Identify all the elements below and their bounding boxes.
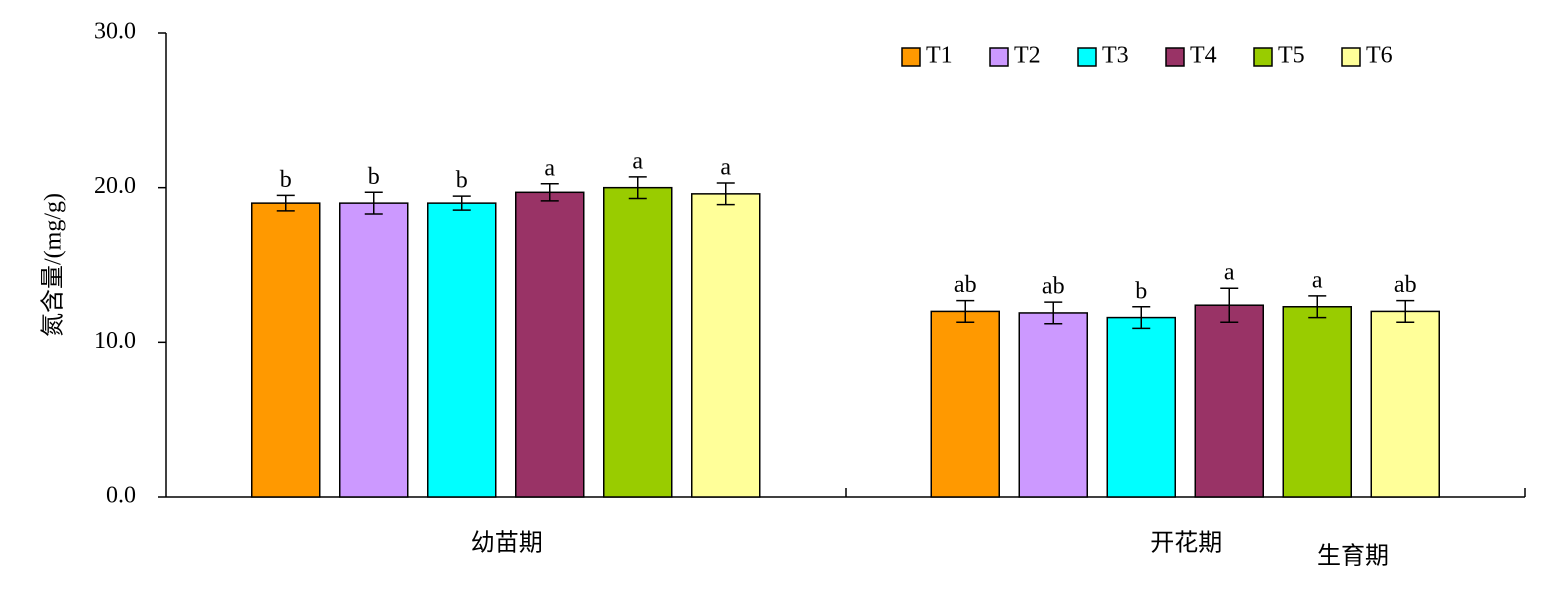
legend-label: T5 [1278,43,1305,69]
legend-label: T2 [1014,43,1041,69]
significance-label: b [456,168,468,194]
legend-swatch [989,47,1009,67]
y-axis-label: 氮含量/(mg/g) [40,193,67,337]
bar [1018,312,1088,498]
bar [339,202,409,498]
significance-label: a [720,155,731,181]
bar [515,191,585,498]
significance-label: a [1312,267,1323,293]
x-axis-label: 生育期 [1317,543,1389,570]
significance-label: b [280,167,292,193]
legend-label: T3 [1102,43,1129,69]
legend-label: T4 [1190,43,1217,69]
bar [1370,310,1440,498]
bar [691,193,761,498]
bar [251,202,321,498]
legend-label: T6 [1366,43,1393,69]
legend-swatch [1165,47,1185,67]
legend-label: T1 [926,43,953,69]
y-tick-label: 20.0 [94,173,136,199]
significance-label: ab [1394,272,1417,298]
x-tick-label: 幼苗期 [471,530,543,557]
significance-label: ab [1042,274,1065,300]
y-tick-label: 10.0 [94,328,136,354]
significance-label: a [544,155,555,181]
y-tick-label: 0.0 [106,483,136,509]
bar [1106,316,1176,498]
significance-label: b [1135,278,1147,304]
significance-label: b [368,164,380,190]
significance-label: ab [954,272,977,298]
legend-swatch [1341,47,1361,67]
bar [1282,306,1352,498]
bar [930,310,1000,498]
legend-swatch [1253,47,1273,67]
bar [603,186,673,498]
legend-swatch [901,47,921,67]
legend-swatch [1077,47,1097,67]
y-tick-label: 30.0 [94,19,136,45]
significance-label: a [632,148,643,174]
significance-label: a [1224,260,1235,286]
bar [1194,304,1264,498]
bar [427,202,497,498]
x-tick-label: 开花期 [1150,530,1222,557]
